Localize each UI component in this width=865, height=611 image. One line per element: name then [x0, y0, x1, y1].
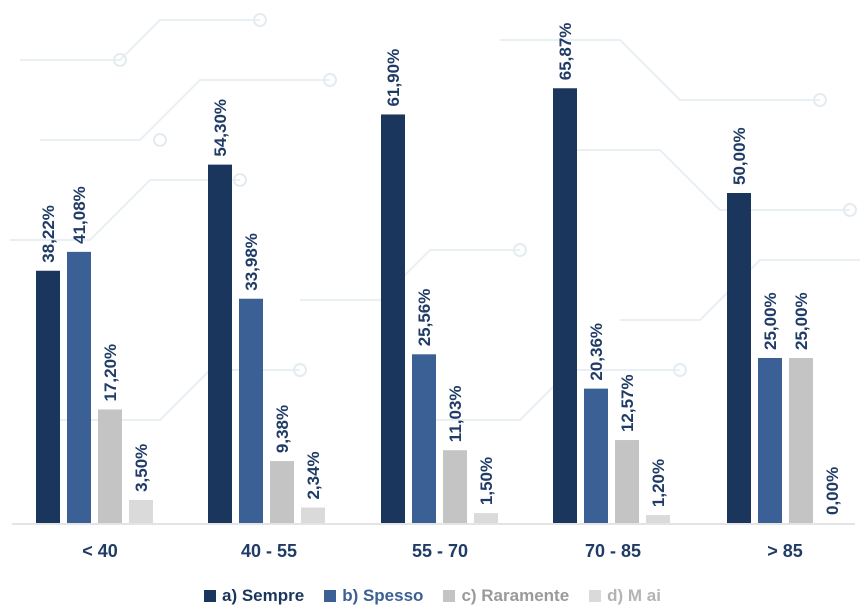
legend: a) Sempre b) Spesso c) Raramente d) M ai: [0, 586, 865, 606]
bar-chart: 38,22% 41,08% 17,20% 3,50% 54,30% 33,98% 9,38%…: [10, 13, 860, 561]
legend-label-mai: d) M ai: [607, 586, 661, 605]
bar-spesso-5: [758, 358, 782, 523]
bar-mai-1: [129, 499, 153, 523]
data-label-mai-2: 2,34%: [304, 451, 323, 499]
legend-item-sempre: a) Sempre: [203, 586, 305, 606]
legend-swatch-spesso: [324, 590, 337, 602]
data-label-sempre-5: 50,00%: [730, 127, 749, 185]
legend-item-spesso: b) Spesso: [324, 586, 423, 606]
legend-item-raramente: c) Raramente: [443, 586, 569, 606]
legend-label-sempre: a) Sempre: [221, 586, 305, 605]
circuit-node: [153, 133, 167, 147]
data-label-sempre-2: 54,30%: [211, 99, 230, 157]
circuit-line: [300, 249, 520, 301]
bar-spesso-3: [412, 354, 436, 523]
bar-sempre-2: [208, 164, 232, 523]
bar-spesso-1: [67, 251, 91, 523]
bar-mai-2: [301, 507, 325, 523]
circuit-node: [813, 93, 827, 107]
data-label-sempre-1: 38,22%: [39, 205, 58, 263]
circuit-line: [500, 39, 820, 101]
circuit-line: [40, 79, 330, 141]
circuit-node: [233, 173, 247, 187]
bar-spesso-4: [584, 388, 608, 523]
bar-raramente-4: [615, 440, 639, 523]
circuit-line: [60, 369, 300, 421]
category-label-5: > 85: [767, 541, 803, 561]
bar-raramente-1: [98, 409, 122, 523]
data-label-raramente-1: 17,20%: [101, 344, 120, 402]
data-label-spesso-5: 25,00%: [761, 292, 780, 350]
legend-swatch-mai: [589, 590, 602, 602]
circuit-node: [253, 13, 267, 27]
circuit-node: [293, 363, 307, 377]
bar-sempre-1: [36, 270, 60, 523]
data-label-raramente-5: 25,00%: [792, 292, 811, 350]
circuit-line: [10, 179, 240, 241]
data-label-spesso-2: 33,98%: [242, 233, 261, 291]
category-label-4: 70 - 85: [585, 541, 641, 561]
data-label-spesso-3: 25,56%: [415, 289, 434, 347]
bar-mai-3: [474, 513, 498, 523]
bar-sempre-5: [727, 193, 751, 523]
circuit-line: [20, 19, 260, 61]
legend-swatch-sempre: [203, 590, 216, 602]
circuit-line: [430, 369, 680, 421]
data-label-sempre-4: 65,87%: [556, 23, 575, 81]
bar-raramente-5: [789, 358, 813, 523]
data-label-sempre-3: 61,90%: [384, 49, 403, 107]
bar-raramente-3: [443, 450, 467, 523]
bars-group: 38,22% 41,08% 17,20% 3,50% 54,30% 33,98% 9,38%…: [36, 23, 842, 524]
bar-spesso-2: [239, 298, 263, 523]
data-label-mai-3: 1,50%: [477, 457, 496, 505]
category-label-2: 40 - 55: [241, 541, 297, 561]
circuit-node: [673, 363, 687, 377]
category-labels: < 40 40 - 55 55 - 70 70 - 85 > 85: [82, 541, 803, 561]
legend-item-mai: d) M ai: [589, 586, 661, 606]
legend-swatch-raramente: [443, 590, 456, 602]
bar-mai-4: [646, 515, 670, 523]
data-label-raramente-2: 9,38%: [273, 405, 292, 453]
data-label-raramente-4: 12,57%: [618, 374, 637, 432]
data-label-spesso-4: 20,36%: [587, 323, 606, 381]
data-label-mai-4: 1,20%: [649, 459, 668, 507]
bar-raramente-2: [270, 461, 294, 523]
category-label-1: < 40: [82, 541, 118, 561]
circuit-node: [113, 53, 127, 67]
data-label-raramente-3: 11,03%: [446, 385, 465, 442]
legend-label-raramente: c) Raramente: [461, 586, 570, 605]
bar-sempre-3: [381, 114, 405, 524]
circuit-line: [560, 149, 850, 211]
circuit-node: [323, 73, 337, 87]
category-label-3: 55 - 70: [412, 541, 468, 561]
data-label-mai-5: 0,00%: [823, 467, 842, 515]
legend-label-spesso: b) Spesso: [342, 586, 424, 605]
data-label-spesso-1: 41,08%: [70, 186, 89, 244]
circuit-node: [513, 243, 527, 257]
circuit-node: [843, 203, 857, 217]
bar-sempre-4: [553, 88, 577, 524]
data-label-mai-1: 3,50%: [132, 444, 151, 492]
